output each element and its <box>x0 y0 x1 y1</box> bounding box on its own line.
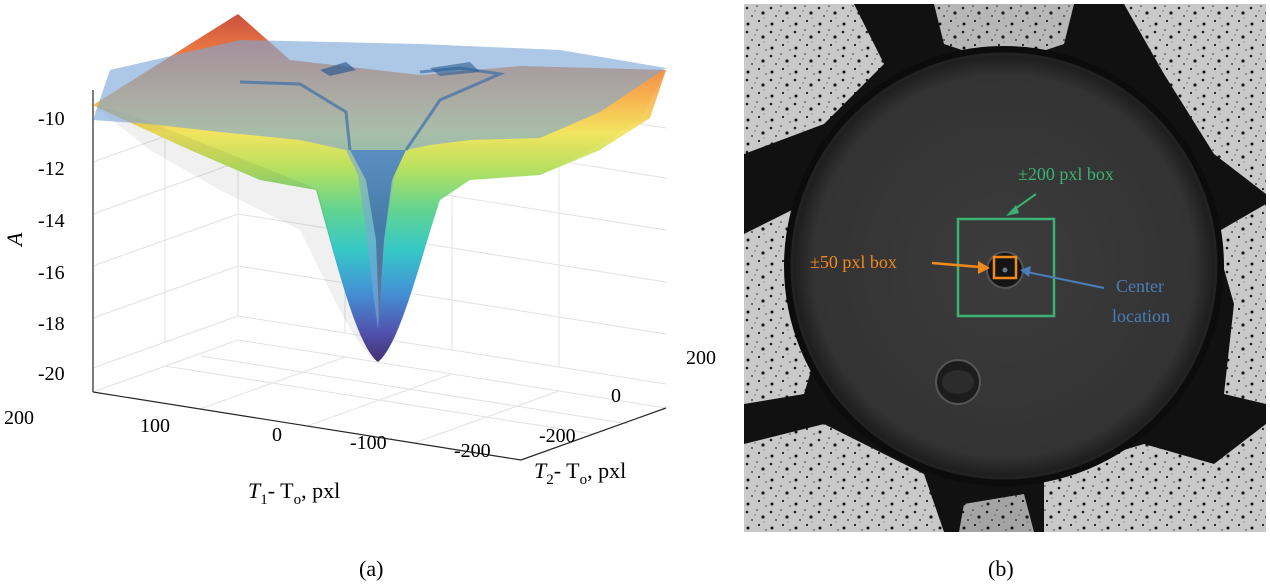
z-axis: -10 -12 -14 -16 -18 -20 A <box>2 108 65 385</box>
x1-axis: 200 100 0 -100 -200 T1- To, pxl <box>4 407 491 508</box>
surface-plot: -10 -12 -14 -16 -18 -20 A 200 100 0 -100… <box>2 14 716 508</box>
z-tick-label: -20 <box>38 363 65 385</box>
z-tick-label: -12 <box>38 158 65 180</box>
panel-b-label: (b) <box>988 556 1014 581</box>
x2-axis: 200 0 -200 T2- To, pxl <box>534 347 716 488</box>
x2-tick-label: 0 <box>611 385 621 407</box>
center-location-label-line2: location <box>1112 306 1170 326</box>
center-location-label-line1: Center <box>1116 276 1164 296</box>
x1-axis-label: T1- To, pxl <box>248 478 340 508</box>
box-200 <box>956 217 1056 318</box>
x1-tick-label: -200 <box>454 440 491 462</box>
x1-tick-label: 0 <box>272 424 282 446</box>
specimen-photo: ±200 pxl box ±50 pxl box Center location <box>744 4 1266 532</box>
z-axis-label: A <box>2 232 27 248</box>
z-tick-label: -18 <box>38 313 65 335</box>
x1-tick-label: -100 <box>350 432 387 454</box>
grid-lines <box>92 30 667 444</box>
x2-axis-label: T2- To, pxl <box>534 458 626 488</box>
annotation-arrows <box>931 193 1105 289</box>
box-50-label: ±50 pxl box <box>810 252 897 272</box>
box-50 <box>992 255 1018 280</box>
z-tick-label: -10 <box>38 108 65 130</box>
z-tick-label: -14 <box>38 210 65 232</box>
panel-a-label: (a) <box>359 556 384 581</box>
x1-tick-label: 200 <box>4 407 34 429</box>
x1-tick-label: 100 <box>140 415 170 437</box>
z-tick-label: -16 <box>38 262 65 284</box>
axis-lines <box>92 90 667 461</box>
fine-surface <box>93 40 666 330</box>
x2-tick-label: 200 <box>686 347 716 369</box>
box-200-label: ±200 pxl box <box>1018 164 1114 184</box>
x2-tick-label: -200 <box>539 425 576 447</box>
